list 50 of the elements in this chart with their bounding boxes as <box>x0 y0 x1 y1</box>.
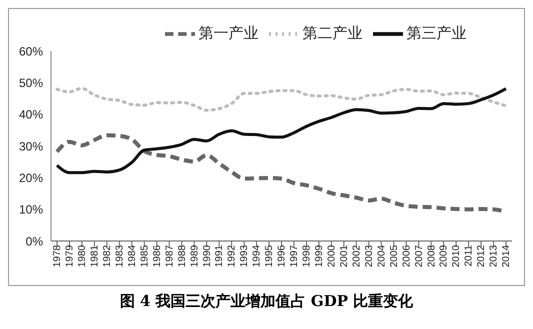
x-tick-label: 2009 <box>438 244 450 268</box>
x-tick-label: 2011 <box>464 244 475 267</box>
x-tick-label: 2012 <box>476 244 488 268</box>
x-tick-label: 2003 <box>364 244 375 268</box>
y-tick-label: 20% <box>18 170 44 185</box>
line-series <box>56 86 508 112</box>
x-tick-label: 2004 <box>376 244 388 268</box>
x-tick-label: 1989 <box>189 244 200 268</box>
x-tick-label: 1985 <box>139 244 150 268</box>
x-tick-label: 2010 <box>451 244 462 268</box>
x-tick-label: 2006 <box>401 244 412 268</box>
x-tick-label: 1982 <box>102 244 113 268</box>
y-tick-label: 10% <box>18 202 44 217</box>
x-tick-label: 1999 <box>314 244 326 268</box>
line-series <box>56 87 508 174</box>
x-tick-label: 1998 <box>302 244 313 268</box>
x-tick-label: 1984 <box>126 244 138 268</box>
x-tick-label: 2001 <box>338 244 350 268</box>
x-tick-label: 1980 <box>77 244 88 268</box>
x-tick-label: 1978 <box>52 244 64 268</box>
x-tick-label: 1991 <box>214 244 226 268</box>
x-tick-label: 1996 <box>276 244 288 268</box>
y-tick-label: 0% <box>26 234 44 248</box>
x-tick-label: 1994 <box>252 244 263 268</box>
y-tick-label: 60% <box>18 44 44 58</box>
x-tick-label: 1995 <box>264 244 276 268</box>
x-tick-label: 1988 <box>176 244 188 268</box>
x-tick-label: 1981 <box>90 244 101 268</box>
x-tick-label: 2005 <box>388 244 400 268</box>
y-tick-label: 50% <box>18 76 44 90</box>
x-tick-label: 2014 <box>501 244 512 268</box>
x-tick-label: 1990 <box>202 244 213 268</box>
x-tick-label: 1993 <box>239 244 250 268</box>
x-tick-label: 1997 <box>289 244 300 268</box>
legend-label: 第三产业 <box>406 24 466 42</box>
x-tick-label: 2002 <box>351 244 362 268</box>
x-tick-label: 1992 <box>226 244 238 268</box>
x-tick-label: 1979 <box>64 244 76 268</box>
x-tick-label: 1987 <box>164 244 176 268</box>
legend-label: 第一产业 <box>198 24 258 42</box>
x-tick-label: 2013 <box>488 244 500 268</box>
y-tick-label: 30% <box>18 139 44 154</box>
text: 图 4 我国三次产业增加值占 GDP 比重变化 <box>118 292 414 311</box>
legend-label: 第二产业 <box>302 24 362 42</box>
x-tick-label: 1983 <box>114 244 126 268</box>
x-tick-label: 2007 <box>414 244 425 268</box>
x-tick-label: 2000 <box>326 244 338 268</box>
x-tick-label: 1986 <box>152 244 163 268</box>
y-tick-label: 40% <box>18 108 44 122</box>
x-tick-label: 2008 <box>426 244 438 268</box>
